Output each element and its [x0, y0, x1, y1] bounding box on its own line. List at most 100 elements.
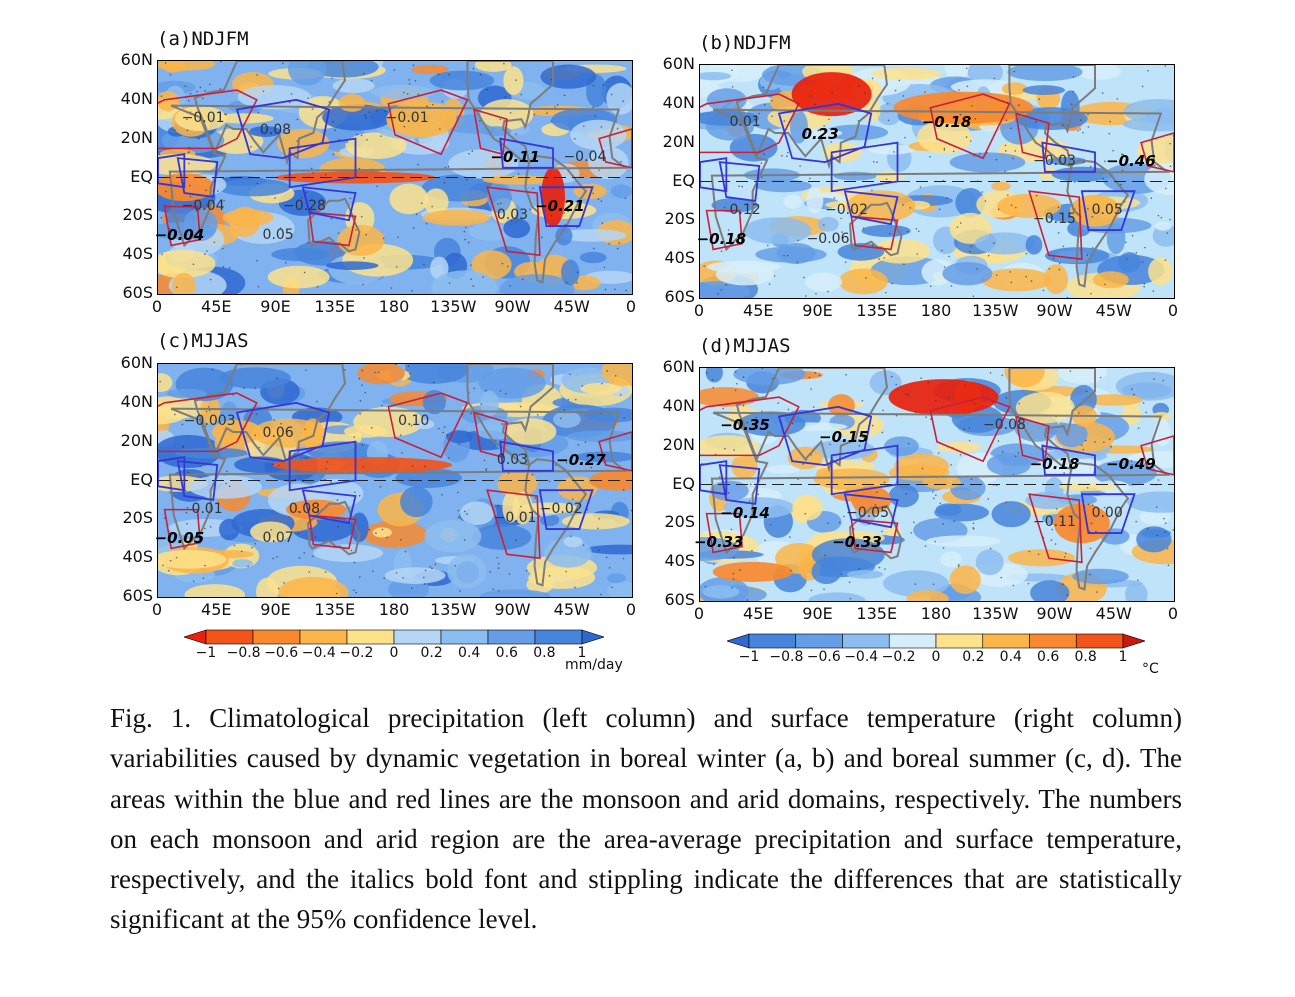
region-value-c-1: 0.06: [262, 424, 294, 441]
region-value-b-9: −0.18: [696, 229, 747, 248]
colorbar-segment: [346, 629, 395, 645]
colorbar-tick-label: −0.6: [806, 649, 841, 665]
lon-tick-label: 45E: [201, 600, 232, 619]
lat-tick-label: EQ: [130, 166, 153, 186]
colorbar-tick-label: 0.2: [420, 645, 443, 661]
region-value-d-7: 0.00: [1091, 504, 1123, 521]
region-value-b-4: −0.46: [1106, 152, 1156, 171]
region-value-c-9: −0.05: [154, 528, 205, 547]
region-value-b-7: 0.05: [1091, 201, 1123, 218]
colorbar-segment: [1029, 633, 1077, 649]
region-value-c-7: −0.01: [493, 510, 537, 527]
temperature-colorbar: [726, 633, 1146, 654]
lon-tick-label: 135W: [972, 604, 1019, 623]
lon-tick-label: 0: [625, 297, 637, 316]
lon-tick-label: 45W: [1095, 604, 1132, 623]
lon-tick-label: 0: [151, 600, 163, 619]
colorbar-segment: [581, 629, 605, 645]
colorbar-segment: [1122, 633, 1146, 649]
lat-tick-label: 40S: [122, 244, 153, 264]
lat-tick-label: 40S: [664, 248, 695, 268]
region-value-b-0: 0.01: [729, 114, 761, 131]
lon-tick-label: 45E: [743, 604, 774, 623]
lat-tick-label: 20S: [664, 209, 695, 229]
lon-tick-label: 135W: [430, 600, 477, 619]
colorbar-tick-label: 0.4: [458, 645, 481, 661]
colorbar-tick-label: −1: [195, 645, 217, 661]
region-value-b-5: 0.12: [729, 201, 761, 218]
lon-tick-label: 180: [920, 301, 952, 320]
lon-tick-label: 90W: [1036, 301, 1073, 320]
colorbar-tick-label: 0.8: [533, 645, 556, 661]
region-value-b-10: −0.06: [806, 230, 850, 247]
colorbar-segment: [440, 629, 489, 645]
colorbar-tick-label: 0: [931, 649, 941, 665]
colorbar-segment: [534, 629, 583, 645]
region-value-d-3: −0.18: [1029, 455, 1080, 474]
colorbar-segment: [299, 629, 348, 645]
lat-tick-label: 40S: [664, 551, 695, 571]
colorbar-segment: [1075, 633, 1124, 649]
lon-tick-label: 90W: [494, 600, 531, 619]
colorbar-tick-label: −0.2: [881, 649, 916, 665]
map-panel-d: [699, 367, 1175, 602]
lat-tick-label: 60S: [664, 590, 695, 609]
lon-tick-label: 90E: [802, 604, 833, 623]
lat-tick-label: 60S: [122, 283, 153, 302]
lat-tick-label: 60N: [120, 353, 153, 372]
lon-tick-label: 90W: [494, 297, 531, 316]
colorbar-tick-label: 1: [1118, 649, 1128, 665]
lon-tick-label: 45E: [201, 297, 232, 316]
lat-tick-label: 60N: [120, 50, 153, 69]
colorbar-tick-label: 0.2: [962, 649, 985, 665]
lon-tick-label: 135W: [972, 301, 1019, 320]
lon-tick-label: 45E: [743, 301, 774, 320]
region-value-b-6: −0.02: [825, 201, 868, 218]
lon-tick-label: 180: [378, 297, 410, 316]
map-panel-a: [157, 60, 633, 295]
region-value-b-2: −0.18: [921, 113, 972, 132]
lon-tick-label: 180: [920, 604, 952, 623]
region-value-a-9: −0.04: [154, 225, 205, 244]
lat-tick-label: 60N: [662, 357, 695, 376]
colorbar-tick-label: 0.8: [1074, 649, 1097, 665]
colorbar-tick-label: −0.4: [844, 649, 879, 665]
region-value-c-0: −0.003: [183, 413, 236, 430]
region-value-a-7: −0.21: [535, 196, 585, 215]
region-value-d-10: −0.33: [832, 532, 882, 551]
region-value-a-2: −0.01: [385, 110, 429, 127]
colorbar-segment: [748, 633, 797, 649]
colorbar-segment: [888, 633, 937, 649]
region-value-c-4: −0.27: [556, 451, 606, 470]
colorbar-segment: [205, 629, 254, 645]
region-value-a-10: 0.05: [262, 226, 294, 243]
lat-tick-label: 20S: [122, 205, 153, 225]
lat-tick-label: 40N: [120, 391, 153, 411]
figure-caption: Fig. 1. Climatological precipitation (le…: [110, 703, 1182, 935]
region-value-d-6: −0.05: [846, 504, 889, 521]
panel-title-b: (b)NDJFM: [699, 32, 791, 54]
lat-tick-label: EQ: [130, 469, 153, 489]
region-value-d-0: −0.35: [720, 416, 770, 435]
lat-tick-label: EQ: [672, 473, 695, 493]
panel-title-a: (a)NDJFM: [157, 28, 249, 50]
lon-tick-label: 45W: [1095, 301, 1132, 320]
colorbar-tick-label: −0.8: [226, 645, 261, 661]
region-value-c-6: 0.08: [288, 500, 321, 517]
lon-tick-label: 180: [378, 600, 410, 619]
precipitation-colorbar: [183, 629, 605, 650]
lat-tick-label: 40N: [120, 88, 153, 108]
lat-tick-label: 20S: [664, 512, 695, 532]
lat-tick-label: 40N: [662, 92, 695, 112]
colorbar-segment: [183, 629, 207, 645]
region-value-a-3: −0.11: [490, 148, 540, 167]
colorbar-unit: mm/day: [565, 657, 623, 673]
lon-tick-label: 135E: [314, 600, 356, 619]
colorbar-segment: [982, 633, 1030, 649]
colorbar-segment: [935, 633, 984, 649]
lat-tick-label: 20N: [662, 434, 695, 454]
lon-tick-label: 0: [1167, 604, 1179, 623]
region-value-b-3: −0.03: [1033, 153, 1076, 170]
region-value-d-4: −0.49: [1106, 455, 1156, 474]
region-value-a-8: 0.03: [496, 207, 529, 224]
